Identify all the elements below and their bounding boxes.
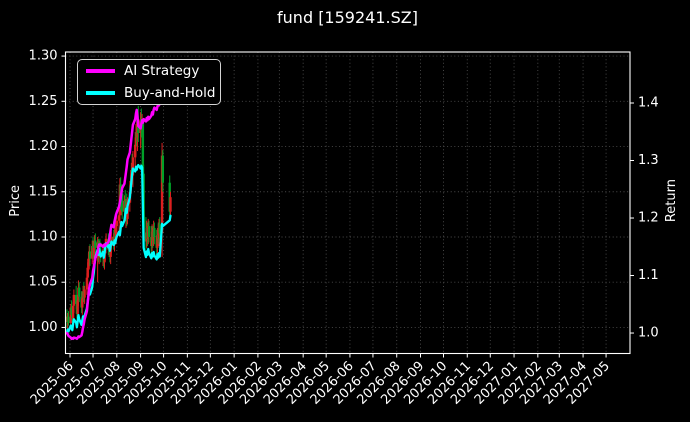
svg-text:1.0: 1.0 xyxy=(638,326,659,341)
svg-text:1.10: 1.10 xyxy=(29,229,58,244)
svg-text:1.4: 1.4 xyxy=(638,96,659,111)
axes-frame xyxy=(64,51,631,355)
svg-text:1.15: 1.15 xyxy=(29,184,58,199)
ai-strategy-line xyxy=(65,89,172,341)
svg-text:1.3: 1.3 xyxy=(638,153,659,168)
svg-text:1.25: 1.25 xyxy=(29,94,58,109)
svg-text:1.05: 1.05 xyxy=(29,275,58,290)
y-left-axis-label: Price xyxy=(8,185,23,217)
chart-title: fund [159241.SZ] xyxy=(277,8,418,27)
legend-label-buy-and-hold: Buy-and-Hold xyxy=(124,84,216,101)
svg-text:1.30: 1.30 xyxy=(29,49,58,64)
buy-and-hold-line-sample xyxy=(86,90,115,95)
y-right-axis-label: Return xyxy=(664,179,679,223)
svg-text:1.00: 1.00 xyxy=(29,320,58,335)
svg-text:1.20: 1.20 xyxy=(29,139,58,154)
svg-text:1.2: 1.2 xyxy=(638,211,659,226)
legend-item-buy-and-hold: Buy-and-Hold xyxy=(78,83,220,103)
legend: AI Strategy Buy-and-Hold xyxy=(77,59,221,105)
buy-and-hold-line xyxy=(65,163,172,335)
svg-text:1.1: 1.1 xyxy=(638,268,659,283)
legend-label-ai-strategy: AI Strategy xyxy=(124,63,200,80)
ai-strategy-line-sample xyxy=(86,69,115,74)
price-candles xyxy=(65,105,172,330)
legend-item-ai-strategy: AI Strategy xyxy=(78,61,220,81)
